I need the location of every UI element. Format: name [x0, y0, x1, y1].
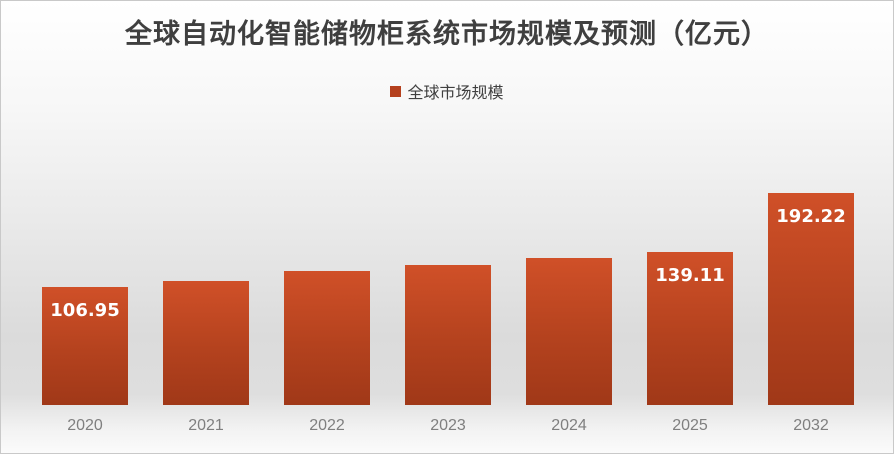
bar-value-label: 139.11 — [655, 265, 725, 286]
bar-2021 — [163, 281, 249, 405]
bar-2032: 192.22 — [768, 193, 854, 405]
x-axis-label-2021: 2021 — [188, 417, 224, 434]
bar-2024 — [526, 258, 612, 405]
x-axis: 2020 2021 2022 2023 2024 2025 2032 — [1, 405, 893, 453]
bar-2020: 106.95 — [42, 287, 128, 405]
x-axis-label-2020: 2020 — [67, 417, 103, 434]
plot-area: 106.95 139.11 192.22 — [1, 1, 893, 405]
bar-2025: 139.11 — [647, 252, 733, 405]
x-axis-label-2023: 2023 — [430, 417, 466, 434]
legend-label: 全球市场规模 — [407, 85, 504, 103]
legend: 全球市场规模 — [1, 79, 893, 103]
x-axis-label-2032: 2032 — [793, 417, 829, 434]
bar-value-label: 192.22 — [776, 206, 846, 227]
bar-2022 — [284, 271, 370, 405]
chart-title: 全球自动化智能储物柜系统市场规模及预测（亿元） — [125, 19, 769, 49]
bar-value-label: 106.95 — [50, 300, 120, 321]
x-axis-label-2025: 2025 — [672, 417, 708, 434]
x-axis-label-2024: 2024 — [551, 417, 587, 434]
x-axis-label-2022: 2022 — [309, 417, 345, 434]
legend-marker-icon — [390, 85, 402, 97]
bar-2023 — [405, 265, 491, 405]
